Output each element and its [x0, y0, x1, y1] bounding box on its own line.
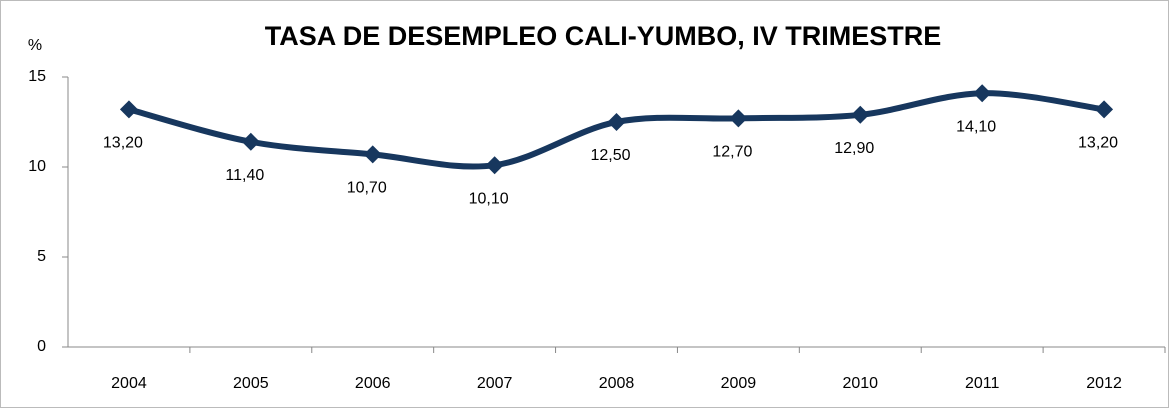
x-tick-label: 2006 [355, 375, 391, 392]
x-tick-label: 2008 [599, 375, 635, 392]
y-tick-label: 0 [37, 338, 46, 355]
x-tick-label: 2004 [111, 375, 147, 392]
data-point [729, 109, 748, 128]
data-label: 12,90 [834, 140, 874, 157]
data-point [363, 145, 382, 164]
y-tick-label: 15 [28, 68, 46, 85]
data-label: 14,10 [956, 118, 996, 135]
data-label: 13,20 [1078, 135, 1118, 152]
x-tick-label: 2011 [965, 375, 1000, 392]
data-point [241, 132, 260, 151]
x-tick-label: 2005 [233, 375, 269, 392]
data-point [485, 156, 504, 175]
data-point [851, 105, 870, 124]
x-tick-label: 2010 [842, 375, 878, 392]
data-label: 12,70 [712, 144, 752, 161]
data-point [119, 100, 138, 119]
y-axis-label: % [28, 37, 42, 54]
data-label: 12,50 [590, 147, 630, 164]
data-label: 11,40 [225, 167, 264, 184]
data-label: 13,20 [103, 135, 143, 152]
data-label: 10,10 [469, 190, 509, 207]
x-tick-label: 2007 [477, 375, 513, 392]
chart-title: TASA DE DESEMPLEO CALI-YUMBO, IV TRIMEST… [265, 21, 942, 51]
data-label: 10,70 [347, 180, 387, 197]
data-point [607, 113, 626, 131]
data-point [1095, 100, 1114, 119]
y-tick-label: 10 [28, 158, 46, 175]
x-tick-label: 2009 [721, 375, 757, 392]
y-tick-label: 5 [37, 248, 46, 265]
data-point [973, 84, 992, 103]
x-tick-label: 2012 [1086, 375, 1122, 392]
